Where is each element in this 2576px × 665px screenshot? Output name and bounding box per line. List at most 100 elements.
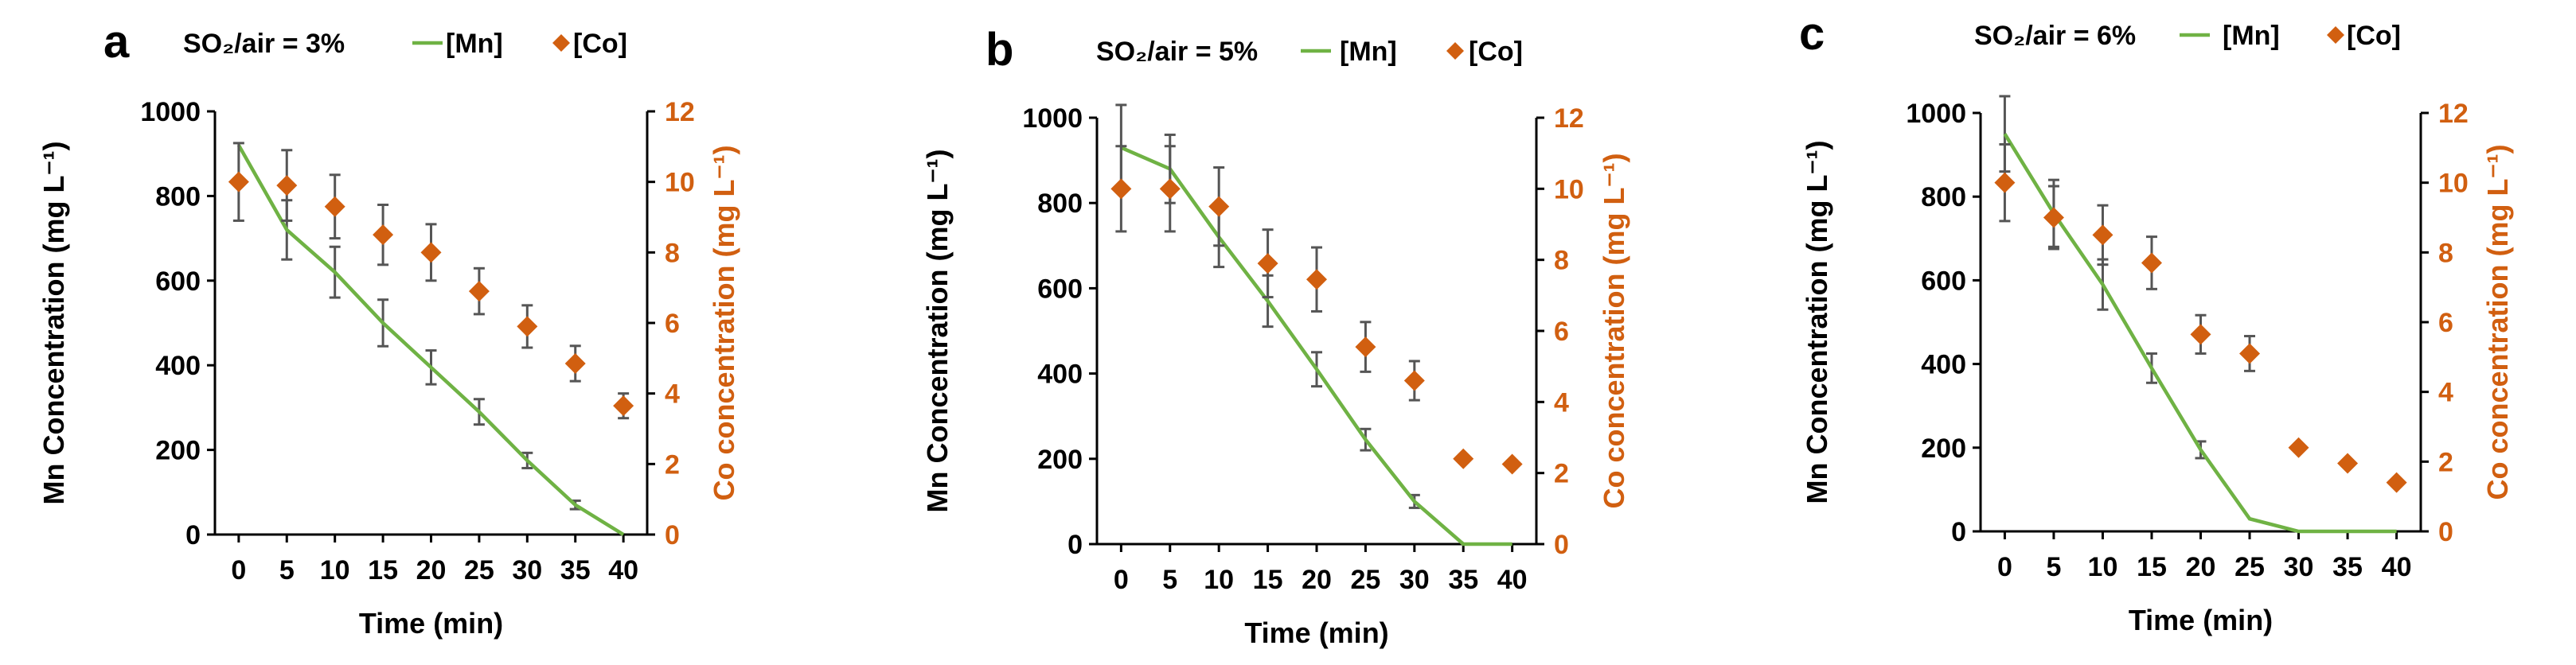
co-data-point xyxy=(2386,472,2407,493)
co-data-point xyxy=(1355,336,1376,358)
x-tick-label: 40 xyxy=(608,555,638,585)
x-tick-label: 15 xyxy=(1253,565,1283,595)
co-data-point xyxy=(1159,178,1181,200)
left-y-tick-label: 200 xyxy=(1921,434,1966,464)
left-y-tick-label: 800 xyxy=(1037,189,1083,219)
x-tick-label: 10 xyxy=(320,555,350,585)
co-data-point xyxy=(276,175,298,196)
x-tick-label: 5 xyxy=(1162,565,1177,595)
left-y-tick-label: 800 xyxy=(155,181,201,212)
right-y-tick-label: 12 xyxy=(1554,103,1584,134)
x-axis-title: Time (min) xyxy=(2129,604,2273,636)
co-data-point xyxy=(420,242,442,263)
left-y-tick-label: 200 xyxy=(155,436,201,466)
co-data-point xyxy=(2092,224,2113,246)
legend-mn-label: [Mn] xyxy=(1340,37,1397,67)
left-y-tick-label: 0 xyxy=(1951,517,1966,547)
right-y-tick-label: 6 xyxy=(665,309,680,339)
legend-co-label: [Co] xyxy=(573,29,627,59)
right-y-tick-label: 8 xyxy=(665,238,680,268)
left-y-tick-label: 1000 xyxy=(140,97,201,127)
co-data-point xyxy=(613,395,634,417)
co-data-point xyxy=(1110,178,1132,200)
left-y-tick-label: 400 xyxy=(155,351,201,381)
x-tick-label: 40 xyxy=(2382,552,2412,582)
right-y-tick-label: 4 xyxy=(2438,378,2453,408)
right-y-tick-label: 2 xyxy=(2438,447,2453,477)
x-tick-label: 25 xyxy=(2234,552,2265,582)
x-tick-label: 10 xyxy=(1204,565,1234,595)
legend-co-swatch xyxy=(1446,42,1464,60)
x-tick-label: 40 xyxy=(1497,565,1528,595)
co-data-point xyxy=(1501,453,1523,475)
condition-label: SO₂/air = 3% xyxy=(183,29,345,59)
co-data-point xyxy=(2190,324,2211,345)
right-y-tick-label: 6 xyxy=(2438,308,2453,338)
panel-letter: a xyxy=(103,16,130,68)
co-data-point xyxy=(517,316,538,337)
x-tick-label: 20 xyxy=(2186,552,2216,582)
legend-mn-label: [Mn] xyxy=(446,29,503,59)
legend-co-label: [Co] xyxy=(2347,21,2401,51)
x-tick-label: 35 xyxy=(2332,552,2363,582)
condition-label: SO₂/air = 6% xyxy=(1974,21,2136,51)
left-y-tick-label: 600 xyxy=(1921,266,1966,296)
co-data-point xyxy=(2337,453,2359,474)
x-tick-label: 5 xyxy=(2046,552,2061,582)
right-y-axis-title: Co concentration (mg L⁻¹) xyxy=(2481,145,2514,500)
co-data-point xyxy=(1208,196,1230,217)
co-data-point xyxy=(1453,448,1474,469)
legend-co-swatch xyxy=(2327,26,2344,44)
right-y-tick-label: 10 xyxy=(1554,174,1584,204)
mn-series-line xyxy=(1120,146,1512,546)
panel-letter: b xyxy=(986,24,1013,76)
right-y-tick-label: 10 xyxy=(665,168,695,198)
right-y-tick-label: 8 xyxy=(1554,246,1569,276)
co-data-point xyxy=(1994,172,2016,193)
x-tick-label: 25 xyxy=(464,555,494,585)
x-axis-title: Time (min) xyxy=(359,607,503,640)
left-y-tick-label: 0 xyxy=(1067,530,1083,560)
right-y-axis-title: Co concentration (mg L⁻¹) xyxy=(1598,154,1630,509)
co-data-point xyxy=(2288,437,2309,458)
x-tick-label: 15 xyxy=(2137,552,2167,582)
co-data-point xyxy=(228,171,249,192)
left-y-axis-title: Mn Concentration (mg L⁻¹) xyxy=(921,150,954,513)
x-tick-label: 30 xyxy=(2284,552,2314,582)
left-y-tick-label: 0 xyxy=(185,520,201,550)
panel-a: 0 200 400 600 800 1000 0 2 4 6 8 10 12 0 5 10 15 20 25 30 35… xyxy=(37,16,740,640)
condition-label: SO₂/air = 5% xyxy=(1096,37,1258,67)
co-data-point xyxy=(468,281,490,302)
right-y-tick-label: 0 xyxy=(1554,530,1569,560)
left-y-axis-title: Mn Concentration (mg L⁻¹) xyxy=(37,142,70,505)
legend-co-swatch xyxy=(552,34,570,52)
left-y-tick-label: 1000 xyxy=(1906,99,1966,129)
right-y-tick-label: 6 xyxy=(1554,317,1569,347)
x-tick-label: 5 xyxy=(279,555,295,585)
right-y-tick-label: 2 xyxy=(1554,459,1569,489)
x-tick-label: 35 xyxy=(560,555,591,585)
co-data-point xyxy=(324,196,345,217)
co-data-point xyxy=(2141,252,2162,274)
right-y-tick-label: 2 xyxy=(665,449,680,480)
right-y-axis-title: Co concentration (mg L⁻¹) xyxy=(708,146,740,501)
x-tick-label: 35 xyxy=(1448,565,1478,595)
left-y-tick-label: 1000 xyxy=(1022,103,1083,134)
right-y-tick-label: 4 xyxy=(665,379,680,410)
left-y-tick-label: 400 xyxy=(1037,360,1083,390)
right-y-tick-label: 0 xyxy=(665,520,680,550)
left-y-tick-label: 200 xyxy=(1037,445,1083,475)
mn-series-line xyxy=(236,144,625,536)
co-data-point xyxy=(1306,269,1327,290)
right-y-tick-label: 4 xyxy=(1554,387,1569,418)
x-tick-label: 25 xyxy=(1350,565,1380,595)
x-tick-label: 0 xyxy=(1114,565,1129,595)
x-tick-label: 20 xyxy=(416,555,447,585)
right-y-tick-label: 12 xyxy=(665,97,695,127)
x-axis-title: Time (min) xyxy=(1244,616,1388,649)
panel-letter: c xyxy=(1799,8,1825,60)
right-y-tick-label: 8 xyxy=(2438,238,2453,268)
right-y-tick-label: 12 xyxy=(2438,99,2469,129)
x-tick-label: 20 xyxy=(1302,565,1332,595)
